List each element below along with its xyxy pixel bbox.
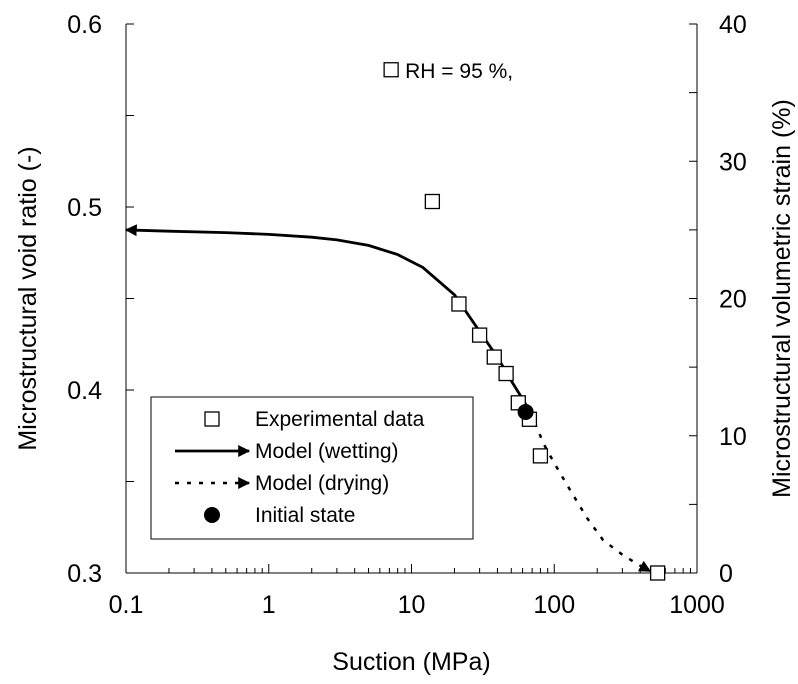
initial-state-point — [517, 403, 534, 420]
legend-label: Experimental data — [255, 408, 425, 431]
y-tick-label: 0.6 — [67, 11, 102, 39]
x-axis: 0.1 1 10 100 1000 — [109, 564, 725, 619]
legend-label: Model (drying) — [255, 472, 389, 495]
experimental-data-point — [471, 327, 488, 343]
experimental-data-point — [424, 193, 441, 210]
x-tick-label: 1000 — [669, 591, 725, 619]
y-tick-label: 0.3 — [67, 560, 102, 588]
legend-symbol-square — [204, 411, 220, 427]
legend: Experimental data Model (wetting) Model (d… — [150, 396, 474, 540]
model-drying-line — [529, 411, 652, 573]
experimental-data-point — [649, 565, 666, 581]
experimental-data-point — [486, 349, 502, 365]
rh-annotation: RH = 95 %, — [405, 60, 513, 83]
y2-tick-label: 10 — [719, 423, 747, 451]
model-wetting-line — [124, 224, 532, 413]
y-tick-label: 0.5 — [67, 194, 102, 222]
y2-axis: 0 10 20 30 40 — [689, 11, 747, 588]
experimental-data-point — [498, 365, 514, 382]
y2-tick-label: 20 — [719, 286, 747, 314]
experimental-data-point — [532, 448, 549, 464]
x-tick-label: 1 — [262, 591, 276, 619]
y-axis: 0.3 0.4 0.5 0.6 — [67, 11, 134, 588]
annotation-square-marker — [383, 62, 399, 78]
legend-symbol-circle — [204, 507, 220, 523]
series-layer — [124, 193, 666, 581]
experimental-data-point — [451, 296, 467, 312]
y2-tick-label: 30 — [719, 148, 747, 176]
x-tick-label: 100 — [533, 591, 575, 619]
y-axis-label: Microstructural void ratio (-) — [14, 146, 42, 450]
legend-label: Model (wetting) — [255, 440, 399, 463]
legend-label: Initial state — [255, 504, 355, 527]
y2-axis-label: Microstructural volumetric strain (%) — [768, 99, 796, 498]
x-axis-label: Suction (MPa) — [332, 648, 490, 676]
x-tick-label: 0.1 — [109, 591, 144, 619]
y-tick-label: 0.4 — [67, 377, 102, 405]
y2-tick-label: 0 — [719, 560, 733, 588]
y2-tick-label: 40 — [719, 11, 747, 39]
x-tick-label: 10 — [398, 591, 426, 619]
